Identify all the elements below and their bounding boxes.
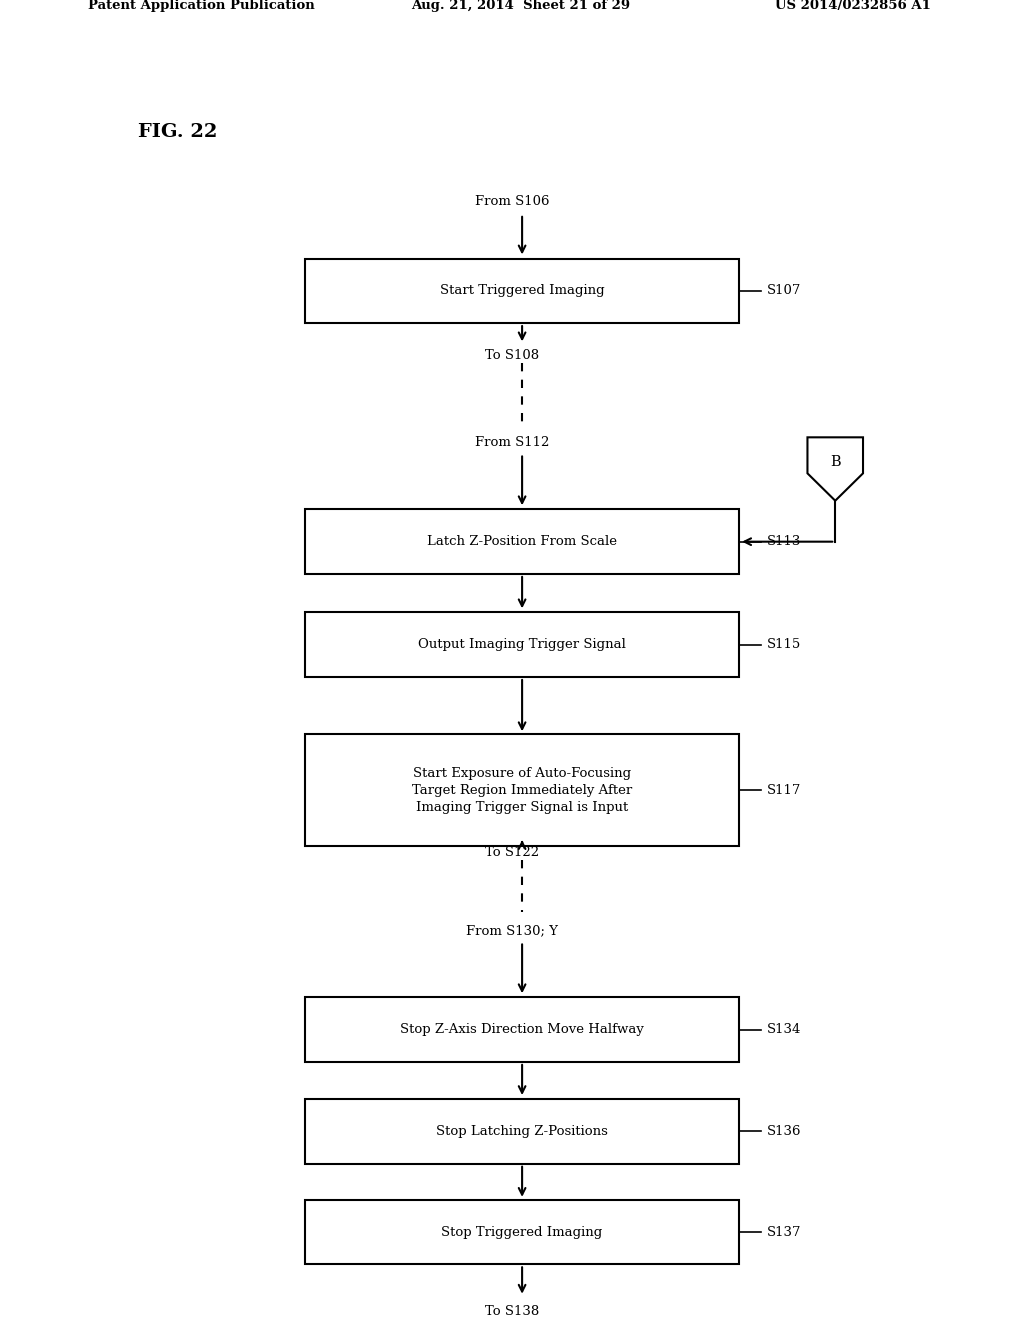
Text: Stop Latching Z-Positions: Stop Latching Z-Positions bbox=[436, 1125, 608, 1138]
Text: Stop Triggered Imaging: Stop Triggered Imaging bbox=[441, 1225, 603, 1238]
Text: From S106: From S106 bbox=[475, 195, 549, 209]
Text: S113: S113 bbox=[767, 535, 801, 548]
Text: S117: S117 bbox=[767, 784, 801, 796]
Text: To S108: To S108 bbox=[485, 348, 539, 362]
Text: S134: S134 bbox=[767, 1023, 801, 1036]
FancyBboxPatch shape bbox=[305, 612, 739, 677]
FancyBboxPatch shape bbox=[305, 1200, 739, 1265]
FancyBboxPatch shape bbox=[305, 259, 739, 323]
Text: Latch Z-Position From Scale: Latch Z-Position From Scale bbox=[427, 535, 617, 548]
Text: Stop Z-Axis Direction Move Halfway: Stop Z-Axis Direction Move Halfway bbox=[400, 1023, 644, 1036]
Text: S137: S137 bbox=[767, 1225, 801, 1238]
Polygon shape bbox=[808, 437, 863, 500]
FancyBboxPatch shape bbox=[305, 734, 739, 846]
Text: B: B bbox=[829, 455, 841, 469]
Text: From S112: From S112 bbox=[475, 436, 549, 449]
Text: Patent Application Publication: Patent Application Publication bbox=[88, 0, 314, 12]
FancyBboxPatch shape bbox=[305, 1100, 739, 1164]
Text: Start Exposure of Auto-Focusing
Target Region Immediately After
Imaging Trigger : Start Exposure of Auto-Focusing Target R… bbox=[412, 767, 632, 813]
Text: To S138: To S138 bbox=[485, 1305, 539, 1317]
Text: S107: S107 bbox=[767, 284, 801, 297]
Text: From S130; Y: From S130; Y bbox=[466, 924, 558, 937]
FancyBboxPatch shape bbox=[305, 510, 739, 574]
FancyBboxPatch shape bbox=[305, 998, 739, 1061]
Text: US 2014/0232856 A1: US 2014/0232856 A1 bbox=[774, 0, 931, 12]
Text: FIG. 22: FIG. 22 bbox=[138, 123, 218, 141]
Text: S136: S136 bbox=[767, 1125, 801, 1138]
Text: Output Imaging Trigger Signal: Output Imaging Trigger Signal bbox=[418, 639, 626, 651]
Text: To S122: To S122 bbox=[485, 846, 539, 858]
Text: Start Triggered Imaging: Start Triggered Imaging bbox=[439, 284, 604, 297]
Text: Aug. 21, 2014  Sheet 21 of 29: Aug. 21, 2014 Sheet 21 of 29 bbox=[411, 0, 630, 12]
Text: S115: S115 bbox=[767, 639, 801, 651]
